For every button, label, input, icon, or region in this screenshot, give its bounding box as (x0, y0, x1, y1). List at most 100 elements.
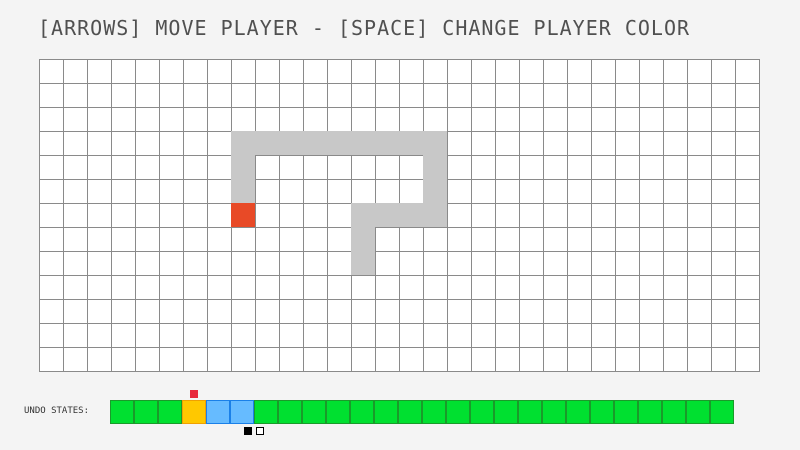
board-cell (207, 155, 232, 180)
board-cell (231, 227, 256, 252)
board-cell (399, 275, 424, 300)
undo-state-green[interactable] (686, 400, 710, 424)
board-cell (687, 251, 712, 276)
undo-state-green[interactable] (710, 400, 734, 424)
undo-state-blue[interactable] (230, 400, 254, 424)
board-cell (471, 83, 496, 108)
board-cell (327, 347, 352, 372)
undo-state-green[interactable] (494, 400, 518, 424)
board-cell (591, 83, 616, 108)
wall-cell (375, 131, 400, 156)
undo-state-green[interactable] (446, 400, 470, 424)
undo-state-green[interactable] (374, 400, 398, 424)
board-cell (639, 275, 664, 300)
board-cell (63, 83, 88, 108)
board-cell (63, 107, 88, 132)
wall-cell (279, 131, 304, 156)
board-cell (591, 227, 616, 252)
undo-state-green[interactable] (518, 400, 542, 424)
board-cell (351, 299, 376, 324)
board-cell (255, 203, 280, 228)
board-cell (447, 83, 472, 108)
board-cell (207, 347, 232, 372)
board-cell (615, 347, 640, 372)
undo-state-yellow[interactable] (182, 400, 206, 424)
board-cell (471, 179, 496, 204)
undo-state-green[interactable] (350, 400, 374, 424)
undo-state-green[interactable] (326, 400, 350, 424)
board-cell (351, 83, 376, 108)
board-cell (735, 227, 760, 252)
undo-state-green[interactable] (398, 400, 422, 424)
board-cell (207, 107, 232, 132)
board-cell (183, 131, 208, 156)
board-cell (399, 299, 424, 324)
board-cell (687, 299, 712, 324)
board-cell (39, 227, 64, 252)
undo-state-green[interactable] (110, 400, 134, 424)
undo-state-green[interactable] (422, 400, 446, 424)
board-cell (303, 227, 328, 252)
board-cell (735, 251, 760, 276)
undo-state-green[interactable] (662, 400, 686, 424)
board-cell (471, 227, 496, 252)
undo-state-green[interactable] (638, 400, 662, 424)
board-cell (567, 83, 592, 108)
board-cell (615, 107, 640, 132)
board-cell (591, 251, 616, 276)
undo-state-green[interactable] (134, 400, 158, 424)
wall-cell (351, 131, 376, 156)
undo-state-green[interactable] (278, 400, 302, 424)
board-cell (159, 227, 184, 252)
board-cell (639, 251, 664, 276)
board-cell (39, 323, 64, 348)
board-cell (567, 155, 592, 180)
undo-state-green[interactable] (614, 400, 638, 424)
board-cell (591, 203, 616, 228)
board-cell (87, 179, 112, 204)
board-cell (207, 227, 232, 252)
board-cell (111, 275, 136, 300)
board-cell (735, 59, 760, 84)
wall-cell (231, 155, 256, 180)
board-cell (519, 179, 544, 204)
board-cell (207, 59, 232, 84)
board-cell (639, 155, 664, 180)
undo-state-green[interactable] (566, 400, 590, 424)
board-cell (183, 59, 208, 84)
board-cell (687, 275, 712, 300)
board-cell (519, 155, 544, 180)
board-cell (735, 131, 760, 156)
undo-state-green[interactable] (590, 400, 614, 424)
board-cell (183, 251, 208, 276)
board-cell (519, 131, 544, 156)
board-cell (375, 59, 400, 84)
board-cell (447, 107, 472, 132)
board-cell (423, 275, 448, 300)
board-cell (567, 203, 592, 228)
board-cell (87, 347, 112, 372)
board-cell (471, 251, 496, 276)
undo-state-green[interactable] (542, 400, 566, 424)
player (231, 203, 256, 228)
board-cell (447, 131, 472, 156)
board-cell (495, 299, 520, 324)
board-cell (495, 83, 520, 108)
board-cell (567, 347, 592, 372)
board-cell (159, 59, 184, 84)
undo-state-green[interactable] (158, 400, 182, 424)
undo-state-green[interactable] (254, 400, 278, 424)
board-cell (735, 275, 760, 300)
cursor-filled-marker (244, 427, 252, 435)
undo-state-green[interactable] (302, 400, 326, 424)
board-cell (711, 59, 736, 84)
undo-state-green[interactable] (470, 400, 494, 424)
board-cell (639, 299, 664, 324)
board-cell (399, 155, 424, 180)
current-state-marker (190, 390, 198, 398)
board-cell (351, 275, 376, 300)
board-cell (39, 131, 64, 156)
board-cell (255, 299, 280, 324)
undo-state-blue[interactable] (206, 400, 230, 424)
board-cell (255, 275, 280, 300)
